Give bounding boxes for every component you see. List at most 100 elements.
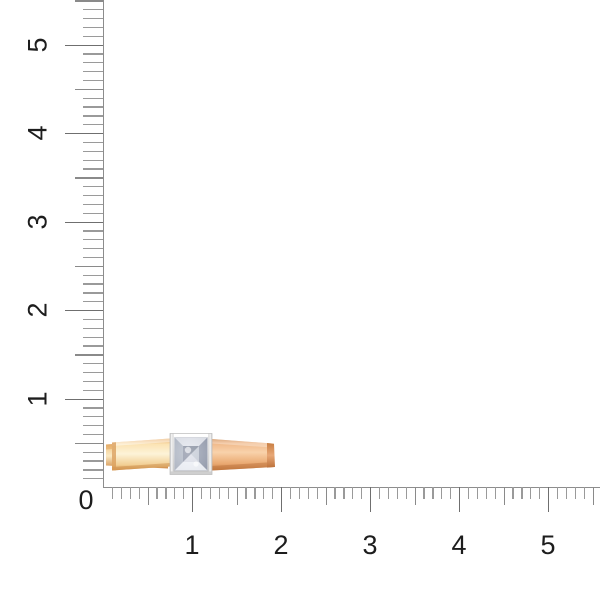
x-tick-major — [459, 487, 461, 512]
y-tick-half — [75, 354, 103, 356]
y-tick-minor — [83, 451, 103, 453]
x-tick-minor — [307, 487, 309, 499]
x-tick-minor — [334, 487, 336, 499]
y-tick-minor — [83, 71, 103, 73]
x-tick-half — [592, 487, 594, 505]
y-tick-minor — [83, 239, 103, 241]
y-tick-minor — [83, 407, 103, 409]
y-tick-minor — [83, 248, 103, 250]
y-tick-minor — [83, 256, 103, 259]
y-tick-minor — [83, 97, 103, 99]
x-tick-half — [325, 487, 327, 505]
y-tick-minor — [83, 194, 103, 197]
x-tick-minor — [218, 487, 220, 499]
y-tick-minor — [83, 301, 103, 303]
x-tick-minor — [441, 487, 443, 499]
x-tick-half — [236, 487, 238, 505]
y-tick-minor — [83, 478, 103, 480]
y-tick-minor — [83, 433, 103, 436]
y-tick-minor — [83, 345, 103, 347]
x-axis-label-2: 2 — [273, 530, 289, 560]
x-axis-label-5: 5 — [540, 530, 556, 560]
y-tick-minor — [83, 159, 103, 161]
x-tick-major — [281, 487, 283, 512]
y-tick-half — [75, 0, 103, 2]
x-tick-minor — [423, 487, 425, 499]
y-tick-minor — [83, 389, 103, 391]
y-tick-minor — [83, 106, 103, 108]
x-axis-label-3: 3 — [362, 530, 378, 560]
y-tick-major — [65, 310, 103, 312]
x-tick-half — [414, 487, 416, 505]
x-tick-minor — [183, 487, 185, 499]
x-tick-minor — [352, 487, 354, 499]
x-tick-minor — [298, 487, 301, 499]
x-tick-half — [147, 487, 149, 505]
y-tick-major — [65, 44, 103, 46]
x-tick-minor — [565, 487, 568, 499]
origin-label: 0 — [78, 485, 94, 515]
y-tick-minor — [83, 203, 103, 206]
y-tick-minor — [83, 168, 103, 170]
x-tick-minor — [512, 487, 514, 499]
y-tick-minor — [83, 124, 103, 126]
x-tick-minor — [254, 487, 256, 499]
x-tick-minor — [289, 487, 292, 499]
y-tick-minor — [83, 9, 103, 11]
x-tick-minor — [494, 487, 496, 499]
y-tick-major — [65, 133, 103, 135]
x-tick-major — [370, 487, 372, 512]
x-tick-minor — [361, 487, 363, 499]
x-tick-minor — [583, 487, 585, 499]
x-tick-major — [548, 487, 550, 512]
x-tick-minor — [174, 487, 176, 499]
x-tick-minor — [405, 487, 407, 499]
x-tick-minor — [387, 487, 390, 499]
x-tick-minor — [245, 487, 247, 499]
x-tick-minor — [476, 487, 479, 499]
y-tick-minor — [83, 469, 103, 471]
y-axis-line — [103, 0, 105, 488]
x-tick-major — [192, 487, 194, 512]
y-tick-minor — [83, 327, 103, 329]
x-tick-minor — [396, 487, 398, 499]
x-tick-minor — [165, 487, 167, 499]
ring-band-right — [212, 439, 275, 471]
y-tick-half — [75, 265, 103, 268]
x-tick-minor — [263, 487, 265, 499]
y-tick-minor — [83, 26, 103, 29]
ring-band-left — [106, 438, 170, 471]
x-tick-minor — [378, 487, 381, 499]
x-tick-minor — [556, 487, 559, 499]
x-tick-minor — [138, 487, 140, 499]
y-tick-minor — [83, 292, 103, 294]
y-tick-minor — [83, 79, 103, 82]
y-axis-label-4: 4 — [22, 125, 53, 141]
x-tick-minor — [200, 487, 203, 499]
x-tick-minor — [129, 487, 131, 499]
y-tick-minor — [83, 363, 103, 365]
y-tick-minor — [83, 283, 103, 285]
y-tick-minor — [83, 425, 103, 427]
y-tick-minor — [83, 150, 103, 152]
y-tick-minor — [83, 380, 103, 383]
y-tick-major — [65, 221, 103, 223]
x-tick-minor — [209, 487, 212, 499]
x-tick-minor — [432, 487, 434, 499]
y-tick-minor — [83, 17, 103, 20]
x-tick-minor — [343, 487, 345, 499]
x-axis-label-4: 4 — [451, 530, 467, 560]
y-tick-half — [75, 177, 103, 179]
y-tick-minor — [83, 336, 103, 338]
ring-object — [104, 428, 278, 478]
y-tick-minor — [83, 416, 103, 418]
x-tick-minor — [539, 487, 541, 499]
x-tick-minor — [120, 487, 123, 499]
y-axis-label-3: 3 — [22, 213, 53, 230]
y-tick-minor — [83, 115, 103, 117]
y-tick-minor — [83, 212, 103, 214]
y-axis-label-2: 2 — [22, 302, 53, 318]
x-tick-half — [503, 487, 505, 505]
y-tick-minor — [83, 274, 103, 276]
